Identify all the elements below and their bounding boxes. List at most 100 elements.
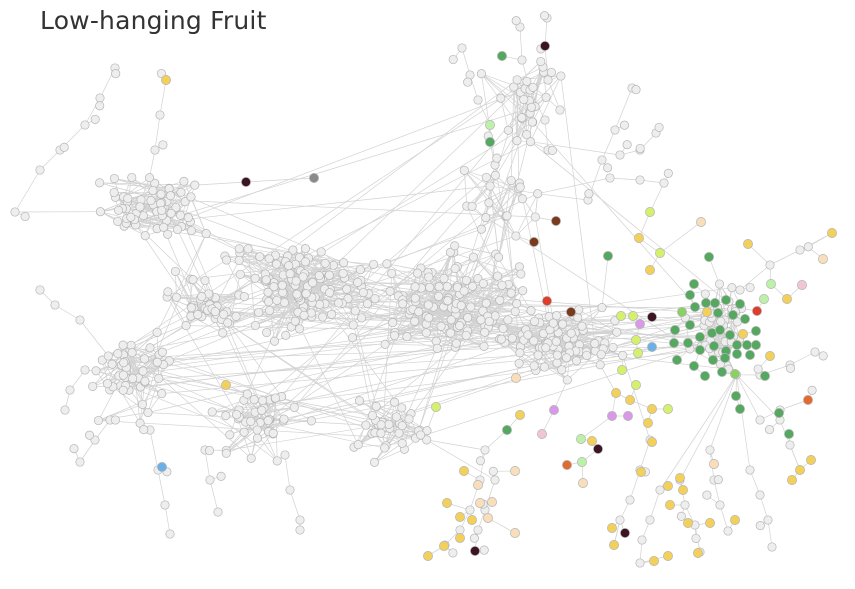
graph-node-darkred[interactable] xyxy=(593,444,603,454)
graph-node[interactable] xyxy=(254,307,264,317)
graph-node[interactable] xyxy=(603,163,613,173)
graph-node[interactable] xyxy=(10,207,20,217)
graph-node[interactable] xyxy=(138,366,148,376)
graph-node[interactable] xyxy=(608,342,618,352)
graph-node[interactable] xyxy=(517,194,527,204)
graph-node[interactable] xyxy=(459,165,469,175)
graph-node-lime[interactable] xyxy=(628,311,638,321)
graph-node[interactable] xyxy=(610,125,620,135)
graph-node[interactable] xyxy=(176,187,186,197)
graph-node-yellow[interactable] xyxy=(663,481,673,491)
graph-node[interactable] xyxy=(498,324,508,334)
graph-node[interactable] xyxy=(118,385,128,395)
graph-node-yellow[interactable] xyxy=(439,541,449,551)
graph-node[interactable] xyxy=(295,515,305,525)
graph-node-green[interactable] xyxy=(731,391,741,401)
graph-node-peach[interactable] xyxy=(510,466,520,476)
graph-node[interactable] xyxy=(158,140,168,150)
graph-node-green[interactable] xyxy=(715,325,725,335)
graph-node-darkred[interactable] xyxy=(241,177,251,187)
graph-node[interactable] xyxy=(301,289,311,299)
graph-node[interactable] xyxy=(473,525,483,535)
graph-node[interactable] xyxy=(315,299,325,310)
graph-node[interactable] xyxy=(376,420,386,430)
graph-node[interactable] xyxy=(139,354,150,364)
graph-node[interactable] xyxy=(166,208,176,218)
graph-node[interactable] xyxy=(615,150,625,160)
graph-node-green[interactable] xyxy=(760,371,770,381)
graph-node[interactable] xyxy=(481,213,491,223)
graph-node[interactable] xyxy=(200,275,210,286)
graph-node[interactable] xyxy=(190,180,200,190)
graph-node-green[interactable] xyxy=(689,279,699,289)
graph-node[interactable] xyxy=(295,525,305,535)
graph-node-peach[interactable] xyxy=(818,254,828,264)
graph-node-green[interactable] xyxy=(732,349,742,359)
graph-node[interactable] xyxy=(516,269,526,279)
graph-node[interactable] xyxy=(186,226,196,236)
graph-node-yellow[interactable] xyxy=(634,233,644,243)
graph-node[interactable] xyxy=(127,172,137,183)
graph-node[interactable] xyxy=(35,165,45,175)
graph-node[interactable] xyxy=(388,318,398,328)
graph-node[interactable] xyxy=(512,299,522,309)
graph-node-yellow[interactable] xyxy=(787,475,797,485)
graph-node[interactable] xyxy=(507,333,517,343)
graph-node-lime[interactable] xyxy=(631,335,641,345)
graph-node[interactable] xyxy=(645,515,655,525)
graph-node[interactable] xyxy=(170,266,180,276)
graph-node[interactable] xyxy=(88,381,98,391)
graph-node[interactable] xyxy=(615,515,625,525)
graph-node[interactable] xyxy=(75,315,85,325)
graph-node-yellow[interactable] xyxy=(665,500,675,510)
graph-node[interactable] xyxy=(723,526,733,536)
graph-node-green[interactable] xyxy=(774,408,784,418)
graph-node-yellow[interactable] xyxy=(625,395,635,405)
graph-node-yellow[interactable] xyxy=(161,75,171,85)
graph-node[interactable] xyxy=(107,359,117,369)
graph-node-green[interactable] xyxy=(695,345,705,355)
graph-node[interactable] xyxy=(84,430,95,440)
graph-node[interactable] xyxy=(239,292,249,302)
graph-node[interactable] xyxy=(622,140,632,150)
graph-node[interactable] xyxy=(95,178,105,188)
graph-node-peach[interactable] xyxy=(475,498,485,508)
graph-node[interactable] xyxy=(234,244,244,254)
graph-node[interactable] xyxy=(249,395,259,405)
graph-node[interactable] xyxy=(327,309,337,319)
graph-node[interactable] xyxy=(300,257,310,267)
graph-node[interactable] xyxy=(518,286,528,296)
graph-node[interactable] xyxy=(619,120,630,130)
graph-node-pink[interactable] xyxy=(537,429,547,439)
graph-node[interactable] xyxy=(422,435,432,445)
graph-node[interactable] xyxy=(285,485,295,495)
graph-node[interactable] xyxy=(512,136,522,146)
graph-node[interactable] xyxy=(547,145,557,155)
graph-node[interactable] xyxy=(818,351,828,361)
graph-node[interactable] xyxy=(221,255,232,265)
graph-node-lime[interactable] xyxy=(663,404,673,414)
graph-node[interactable] xyxy=(465,505,475,515)
graph-node[interactable] xyxy=(353,277,363,287)
graph-node-peach[interactable] xyxy=(510,528,520,538)
graph-node[interactable] xyxy=(139,425,149,435)
graph-node[interactable] xyxy=(357,313,367,323)
graph-node-yellow[interactable] xyxy=(678,485,688,495)
graph-node[interactable] xyxy=(476,315,486,325)
graph-node[interactable] xyxy=(522,130,532,140)
graph-node[interactable] xyxy=(450,263,460,274)
graph-node[interactable] xyxy=(140,231,150,241)
graph-node[interactable] xyxy=(714,279,725,289)
graph-node-green[interactable] xyxy=(710,298,720,308)
graph-node[interactable] xyxy=(250,273,260,283)
graph-node[interactable] xyxy=(753,364,763,374)
graph-node[interactable] xyxy=(764,425,775,435)
graph-node[interactable] xyxy=(369,457,380,467)
graph-node-yellow[interactable] xyxy=(459,466,469,476)
graph-node[interactable] xyxy=(659,178,669,188)
graph-node[interactable] xyxy=(480,327,490,337)
graph-node[interactable] xyxy=(221,411,231,421)
graph-node[interactable] xyxy=(69,444,79,454)
graph-node[interactable] xyxy=(446,328,456,338)
graph-node[interactable] xyxy=(425,282,435,292)
